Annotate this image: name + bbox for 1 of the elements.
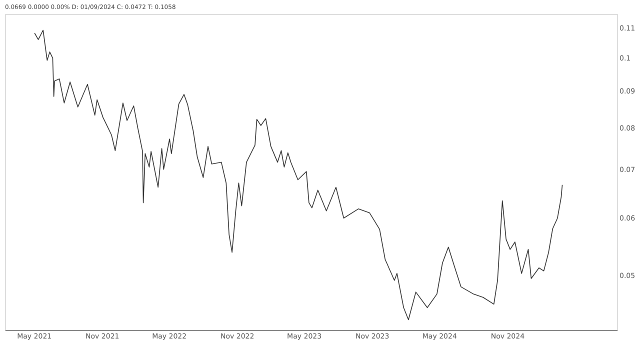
line-series [34,30,563,320]
